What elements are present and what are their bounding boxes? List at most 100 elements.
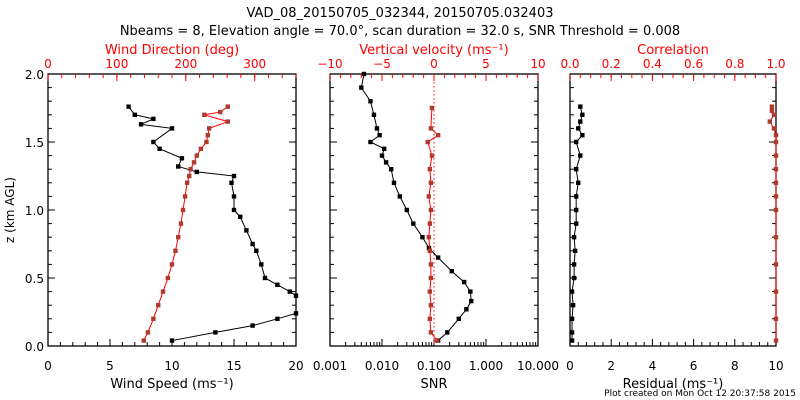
data-point-wind-speed <box>151 139 156 145</box>
data-point-snr <box>468 289 473 294</box>
data-point-wind-speed <box>250 323 255 328</box>
top-tick-label: 0.6 <box>684 57 703 71</box>
x-tick-label: 20 <box>288 359 303 373</box>
data-point-wind-speed <box>138 122 144 127</box>
data-point-wind-direction <box>218 109 223 115</box>
data-point-wind-direction <box>173 248 178 253</box>
data-point-wind-speed <box>179 156 185 161</box>
data-point-vertical-velocity <box>426 235 431 240</box>
data-point-snr <box>426 245 432 251</box>
data-point-snr <box>404 207 410 213</box>
data-point-residual <box>571 262 577 267</box>
data-point-wind-direction <box>205 133 211 138</box>
x-axis-label: SNR <box>420 377 447 392</box>
top-tick-label: −10 <box>317 57 342 71</box>
data-point-vertical-velocity <box>428 303 434 308</box>
top-tick-label: 100 <box>105 57 128 71</box>
data-point-correlation <box>773 316 779 321</box>
data-point-snr <box>371 112 377 117</box>
x-tick-label: 2 <box>607 359 615 373</box>
data-point-wind-direction <box>225 104 230 109</box>
data-point-snr <box>374 126 380 131</box>
data-point-residual <box>573 139 579 145</box>
data-point-wind-direction <box>198 146 204 151</box>
data-point-wind-direction <box>184 180 190 185</box>
data-point-wind-speed <box>231 173 237 179</box>
data-point-vertical-velocity <box>426 194 431 199</box>
series-line-wind-speed <box>128 106 297 342</box>
data-point-snr <box>368 99 373 104</box>
data-point-vertical-velocity <box>427 248 433 253</box>
top-tick-label: −5 <box>373 57 391 71</box>
data-point-residual <box>578 104 583 109</box>
top-tick-label: 0.8 <box>725 57 744 71</box>
data-point-vertical-velocity <box>429 105 435 111</box>
data-point-wind-speed <box>287 289 292 294</box>
data-point-wind-direction <box>165 275 171 281</box>
data-point-wind-direction <box>156 303 161 308</box>
data-point-wind-speed <box>275 316 280 321</box>
top-tick-label: 300 <box>243 57 266 71</box>
top-tick-label: 0.0 <box>560 57 579 71</box>
data-point-wind-speed <box>293 293 299 298</box>
data-point-correlation <box>773 338 779 343</box>
series-line-snr <box>360 73 472 341</box>
data-point-correlation <box>773 167 779 172</box>
data-point-wind-direction <box>145 330 151 335</box>
data-point-wind-direction <box>178 221 184 226</box>
data-point-residual <box>573 194 579 199</box>
data-point-wind-direction <box>180 207 186 213</box>
footer-text: Plot created on Mon Oct 12 20:37:58 2015 <box>604 389 796 399</box>
data-point-wind-direction <box>160 289 166 294</box>
data-point-wind-direction <box>169 262 175 267</box>
data-point-wind-speed <box>262 275 268 281</box>
data-point-wind-speed <box>244 228 249 233</box>
top-axis-label: Wind Direction (deg) <box>105 43 239 58</box>
data-point-residual <box>569 330 575 335</box>
x-tick-label: 10 <box>164 359 179 373</box>
data-point-wind-speed <box>259 262 264 267</box>
data-point-vertical-velocity <box>429 153 435 158</box>
data-point-correlation <box>773 180 779 185</box>
data-point-wind-speed <box>229 180 234 185</box>
data-point-vertical-velocity <box>428 207 434 213</box>
data-point-snr <box>464 307 469 312</box>
data-point-wind-direction <box>194 153 199 158</box>
top-tick-label: 1.0 <box>766 57 785 71</box>
top-tick-label: 5 <box>482 57 490 71</box>
y-tick-label: 1.5 <box>25 136 44 150</box>
data-point-snr <box>391 180 397 185</box>
data-point-correlation <box>769 108 775 113</box>
top-tick-label: 0 <box>430 57 438 71</box>
panel-2: 0.001 0.010 0.100 1.000 10.000 −10 −5 0 5 10 SNR Ve… <box>313 43 559 392</box>
top-tick-label: 0.4 <box>643 57 662 71</box>
data-point-residual <box>571 235 577 240</box>
data-point-snr <box>445 330 450 335</box>
data-point-vertical-velocity <box>427 316 433 321</box>
data-point-vertical-velocity <box>427 221 433 226</box>
data-point-wind-direction <box>182 194 188 199</box>
chart-title: VAD_08_20150705_032344, 20150705.032403 <box>247 6 554 21</box>
data-point-vertical-velocity <box>427 289 433 294</box>
data-point-residual <box>573 167 579 172</box>
data-point-snr <box>377 133 382 138</box>
plot-frame <box>47 73 297 347</box>
x-tick-label: 5 <box>106 359 114 373</box>
data-point-vertical-velocity <box>428 180 434 185</box>
data-point-residual <box>576 180 581 185</box>
data-point-residual <box>573 221 579 226</box>
data-point-snr <box>411 221 416 226</box>
data-point-correlation <box>771 112 777 117</box>
data-point-correlation <box>773 133 779 138</box>
top-tick-label: 10 <box>530 57 545 71</box>
data-point-snr <box>456 316 462 321</box>
data-point-vertical-velocity <box>428 275 434 281</box>
x-tick-label: 0 <box>566 359 574 373</box>
x-axis-label: Wind Speed (ms⁻¹) <box>110 377 233 392</box>
data-point-correlation <box>773 289 779 294</box>
y-tick-label: 0.5 <box>25 272 44 286</box>
x-tick-label: 8 <box>731 359 739 373</box>
data-point-wind-speed <box>126 104 131 109</box>
top-tick-label: 0 <box>44 57 52 71</box>
